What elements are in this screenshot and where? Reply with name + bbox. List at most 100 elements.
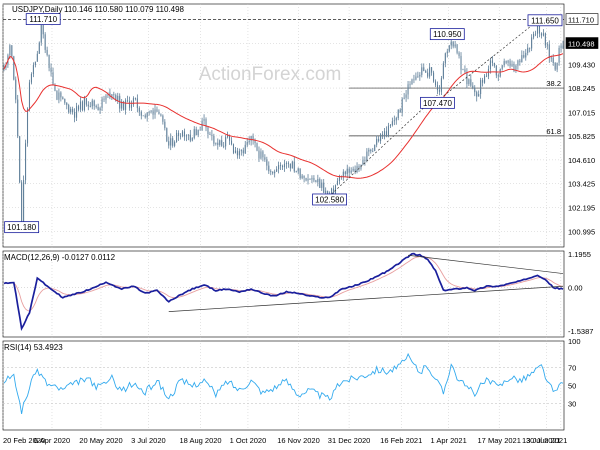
candle-body bbox=[197, 129, 199, 136]
candle-body bbox=[436, 85, 439, 91]
candle-body bbox=[368, 149, 370, 152]
candle-body bbox=[213, 135, 215, 144]
candle-body bbox=[338, 176, 340, 181]
candle-body bbox=[164, 121, 166, 129]
candle-body bbox=[262, 151, 264, 158]
rsi-y-tick-label: 70 bbox=[568, 364, 576, 373]
candle-body bbox=[19, 136, 21, 183]
candle-body bbox=[62, 97, 64, 99]
candle-body bbox=[150, 110, 152, 112]
candle-body bbox=[17, 99, 19, 137]
price-label-box bbox=[527, 14, 563, 27]
candle-body bbox=[270, 171, 272, 172]
candle-body bbox=[183, 131, 185, 137]
moving-average bbox=[3, 53, 564, 179]
candle-body bbox=[289, 163, 291, 169]
candle-body bbox=[225, 137, 227, 147]
candle-body bbox=[364, 159, 366, 161]
y-tick-label: 102.195 bbox=[568, 204, 595, 213]
rsi-series bbox=[3, 352, 564, 414]
candle-body bbox=[454, 44, 456, 47]
candle-body bbox=[327, 190, 329, 194]
candle-body bbox=[399, 109, 401, 113]
candle-body bbox=[260, 151, 262, 159]
y-tick-label: 100.995 bbox=[568, 227, 595, 236]
candle-body bbox=[264, 157, 266, 160]
candle-body bbox=[56, 90, 58, 100]
candle-body bbox=[409, 84, 411, 86]
candle-body bbox=[285, 163, 287, 165]
candle-body bbox=[229, 135, 231, 141]
candle-body bbox=[219, 140, 221, 145]
candle-body bbox=[103, 98, 105, 100]
candle-body bbox=[517, 60, 519, 66]
candle-body bbox=[336, 180, 338, 186]
candle-body bbox=[93, 100, 95, 106]
candle-body bbox=[415, 76, 417, 80]
candle-body bbox=[519, 60, 521, 63]
candle-body bbox=[429, 67, 431, 77]
candle-body bbox=[87, 104, 89, 107]
candle-body bbox=[523, 55, 525, 58]
candle-body bbox=[89, 106, 91, 108]
candle-body bbox=[531, 37, 533, 49]
candle-body bbox=[521, 55, 523, 63]
candle-body bbox=[25, 143, 27, 181]
candle-body bbox=[344, 171, 346, 175]
candle-body bbox=[319, 179, 321, 188]
candle-body bbox=[499, 68, 501, 77]
candle-body bbox=[113, 94, 115, 96]
candle-body bbox=[252, 135, 254, 141]
candle-body bbox=[121, 101, 123, 109]
candle-body bbox=[199, 129, 201, 131]
candle-body bbox=[195, 129, 197, 136]
macd-y-tick-label: -1.5387 bbox=[568, 327, 593, 336]
candle-body bbox=[154, 109, 156, 115]
candle-body bbox=[366, 151, 368, 161]
candle-body bbox=[513, 63, 515, 71]
candle-body bbox=[468, 79, 470, 85]
x-tick-label: 17 May 2021 bbox=[478, 436, 521, 445]
candle-body bbox=[325, 190, 327, 193]
candle-body bbox=[60, 92, 62, 98]
candle-body bbox=[215, 142, 217, 144]
candle-body bbox=[550, 57, 552, 59]
candle-body bbox=[250, 135, 252, 141]
candle-body bbox=[387, 125, 389, 137]
candle-body bbox=[217, 142, 219, 145]
candle-body bbox=[287, 163, 289, 164]
candle-body bbox=[230, 140, 233, 145]
candle-body bbox=[529, 47, 531, 49]
candle-body bbox=[30, 73, 32, 83]
candle-body bbox=[144, 115, 146, 118]
candle-body bbox=[189, 134, 191, 141]
candle-body bbox=[397, 109, 399, 119]
candle-body bbox=[15, 79, 17, 100]
candle-body bbox=[515, 65, 517, 71]
candle-body bbox=[476, 92, 478, 97]
candle-body bbox=[156, 109, 158, 112]
candle-body bbox=[433, 72, 435, 82]
candle-body bbox=[389, 125, 391, 126]
candle-body bbox=[123, 101, 125, 110]
candle-body bbox=[395, 118, 397, 121]
price-label-box bbox=[4, 221, 40, 234]
candle-body bbox=[168, 141, 170, 146]
x-tick-label: 13 Jul 2021 bbox=[522, 436, 561, 445]
candle-body bbox=[278, 165, 280, 170]
candle-body bbox=[179, 135, 182, 137]
candle-body bbox=[280, 165, 282, 166]
candle-body bbox=[382, 134, 384, 137]
candle-body bbox=[401, 98, 403, 113]
price-label-box bbox=[312, 193, 347, 206]
candle-body bbox=[34, 61, 36, 65]
candle-body bbox=[562, 45, 564, 49]
candle-body bbox=[315, 180, 317, 183]
candle-body bbox=[393, 120, 395, 122]
candle-body bbox=[538, 20, 541, 34]
candle-body bbox=[358, 166, 360, 169]
candle-body bbox=[244, 144, 246, 154]
candle-body bbox=[185, 135, 187, 137]
candle-body bbox=[193, 129, 195, 138]
price-label: 111.650 bbox=[531, 16, 559, 25]
